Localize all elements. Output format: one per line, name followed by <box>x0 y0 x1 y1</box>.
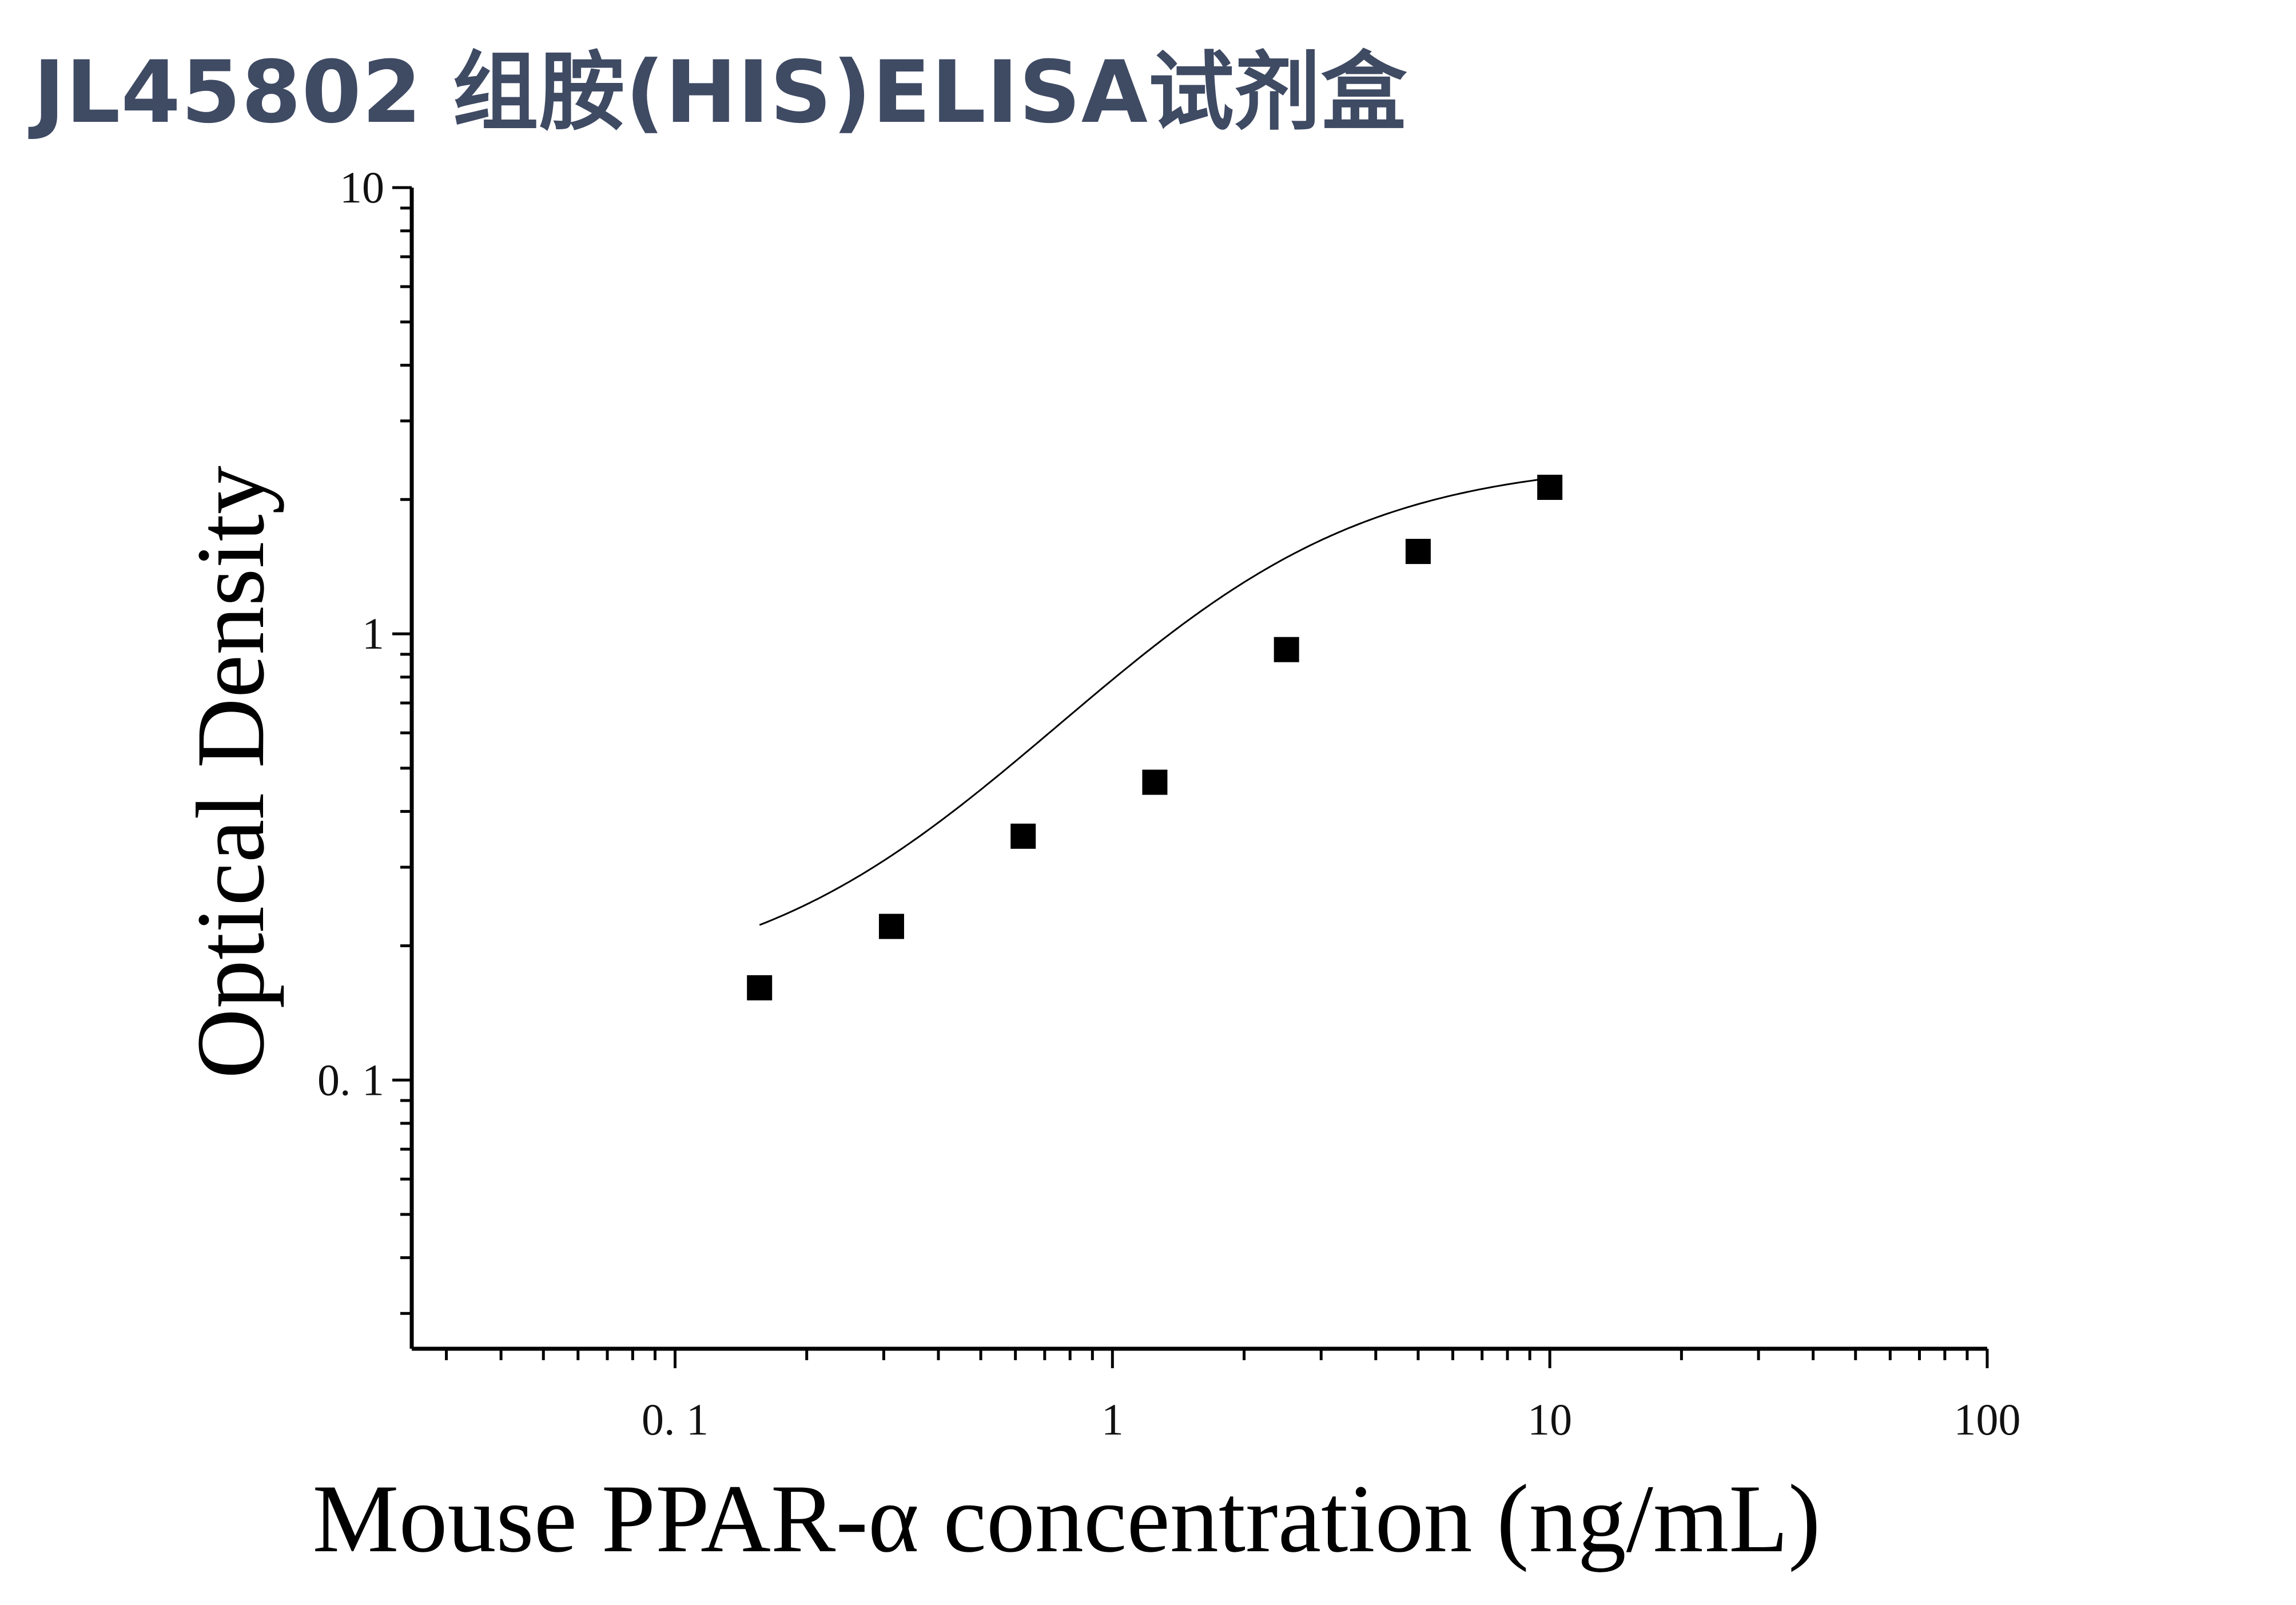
data-point <box>1537 474 1563 500</box>
axes <box>409 188 1987 1351</box>
data-point <box>1405 539 1431 565</box>
page-title: JL45802 组胺(HIS)ELISA试剂盒 <box>33 43 1407 142</box>
ticks: 0. 1 1 10 100 0. 1 1 10 <box>317 162 2021 1444</box>
y-tick-label: 0. 1 <box>317 1055 384 1105</box>
data-points <box>747 474 1563 1000</box>
fit-curve <box>759 477 1550 926</box>
x-axis-label: Mouse PPAR-α concentration (ng/mL) <box>312 1465 1820 1572</box>
data-point <box>1274 637 1299 662</box>
x-tick-label: 100 <box>1954 1395 2021 1444</box>
y-axis-label: Optical Density <box>177 466 284 1079</box>
y-tick-label: 1 <box>362 609 384 658</box>
y-tick-label: 10 <box>340 162 384 212</box>
x-tick-label: 0. 1 <box>642 1395 709 1444</box>
data-point <box>747 975 773 1000</box>
data-point <box>1010 823 1036 849</box>
data-point <box>1142 769 1168 795</box>
x-tick-label: 10 <box>1527 1395 1572 1444</box>
x-tick-label: 1 <box>1101 1395 1124 1444</box>
data-point <box>878 913 904 939</box>
